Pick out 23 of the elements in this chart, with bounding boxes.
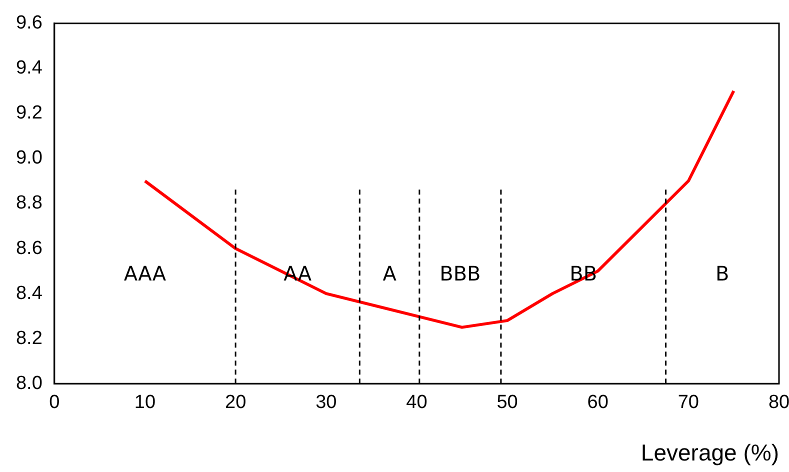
annotation: BBB: [440, 262, 481, 286]
y-tick-label: 8.2: [16, 328, 42, 349]
annotation: A: [382, 262, 397, 286]
x-tick-label: 50: [496, 392, 518, 414]
y-tick-label: 9.6: [16, 12, 42, 34]
x-tick-label: 80: [768, 392, 789, 414]
y-tick-label: 9.0: [16, 148, 42, 169]
y-tick-label: 8.6: [16, 238, 42, 259]
x-tick-label: 30: [316, 392, 337, 414]
annotation: AAA: [124, 262, 166, 286]
x-tick-label: 40: [406, 392, 428, 414]
y-tick-label: 8.8: [16, 192, 42, 214]
x-tick-label: 0: [49, 392, 60, 414]
y-tick-label: 8.4: [16, 282, 43, 304]
y-tick-label: 9.4: [16, 58, 43, 79]
x-tick-label: 10: [134, 392, 156, 414]
x-tick-label: 70: [678, 392, 699, 414]
x-tick-label: 20: [224, 392, 246, 414]
x-tick-label: 60: [587, 392, 608, 414]
annotation: B: [716, 262, 730, 286]
y-tick-label: 9.2: [16, 102, 42, 124]
x-axis-title: Leverage (%): [640, 440, 779, 466]
y-tick-label: 8.0: [16, 372, 42, 394]
